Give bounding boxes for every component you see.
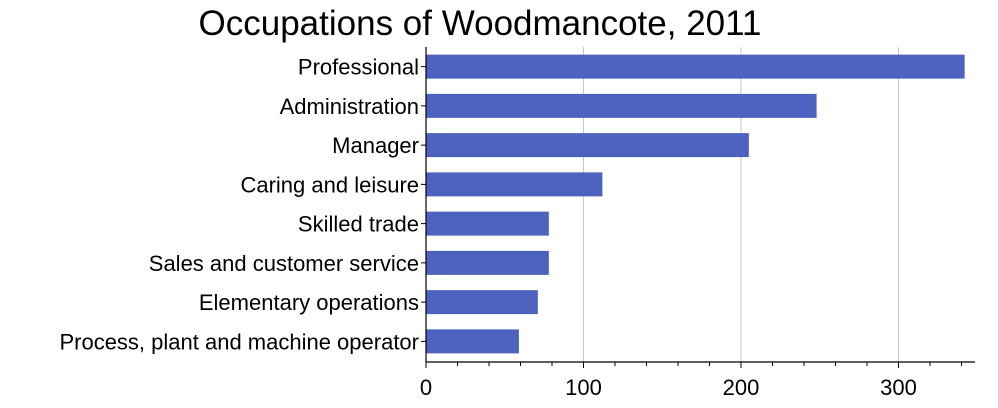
tick-labels: 0 100 200 300 (420, 375, 917, 400)
chart-title: Occupations of Woodmancote, 2011 (198, 4, 762, 43)
bar (426, 93, 817, 118)
category-label: Professional (298, 55, 419, 80)
category-label: Caring and leisure (240, 172, 419, 197)
bar (426, 172, 603, 197)
category-label: Elementary operations (199, 290, 419, 315)
bar (426, 133, 749, 158)
bar (426, 290, 538, 315)
x-tick-label: 100 (565, 375, 602, 400)
axes (421, 47, 975, 368)
bar (426, 211, 549, 236)
category-label: Process, plant and machine operator (59, 329, 419, 354)
category-label: Sales and customer service (149, 251, 419, 276)
x-tick-label: 200 (723, 375, 760, 400)
category-label: Skilled trade (298, 212, 419, 237)
bar (426, 54, 965, 79)
bar (426, 329, 519, 354)
category-labels: Professional Administration Manager Caring … (59, 55, 419, 355)
bar (426, 250, 549, 275)
x-tick-label: 300 (880, 375, 917, 400)
category-label: Manager (332, 133, 419, 158)
bars (426, 54, 965, 354)
category-label: Administration (280, 94, 419, 119)
x-tick-label: 0 (420, 375, 432, 400)
